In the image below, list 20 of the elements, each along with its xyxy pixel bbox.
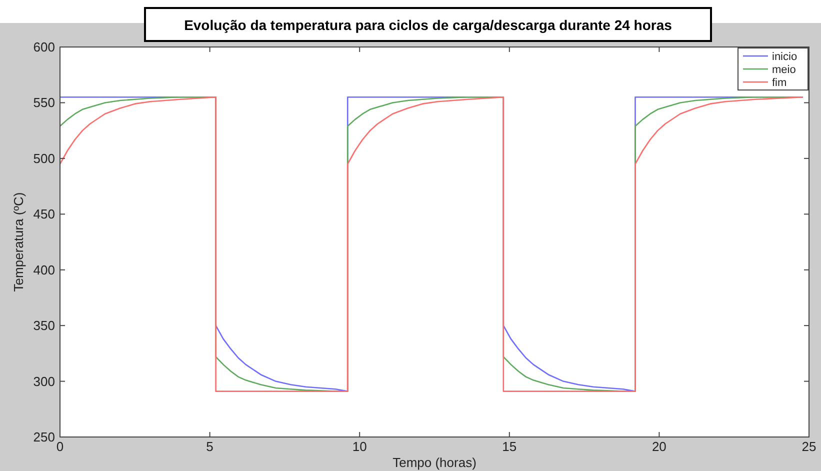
x-tick-label: 20 bbox=[652, 439, 666, 454]
x-tick-label: 10 bbox=[352, 439, 367, 454]
legend-label: meio bbox=[772, 64, 796, 76]
x-tick-label: 25 bbox=[802, 439, 816, 454]
x-axis-title: Tempo (horas) bbox=[392, 455, 476, 470]
legend-label: fim bbox=[772, 77, 787, 89]
y-tick-label: 450 bbox=[33, 206, 55, 222]
x-tick-label: 15 bbox=[502, 439, 517, 454]
y-tick-label: 500 bbox=[33, 150, 55, 166]
legend-label: inicio bbox=[772, 51, 798, 63]
y-tick-label: 600 bbox=[33, 40, 55, 54]
x-tick-label: 5 bbox=[206, 439, 214, 454]
y-tick-label: 350 bbox=[33, 318, 55, 334]
x-tick-label: 0 bbox=[56, 439, 64, 454]
y-tick-label: 300 bbox=[33, 374, 55, 389]
chart-title: Evolução da temperatura para ciclos de carga/descarga durante 24 horas bbox=[184, 17, 672, 33]
y-tick-label: 400 bbox=[33, 262, 55, 278]
y-tick-label: 250 bbox=[33, 430, 55, 444]
y-axis-title: Temperatura (ºC) bbox=[11, 192, 26, 292]
y-tick-label: 550 bbox=[33, 95, 55, 110]
